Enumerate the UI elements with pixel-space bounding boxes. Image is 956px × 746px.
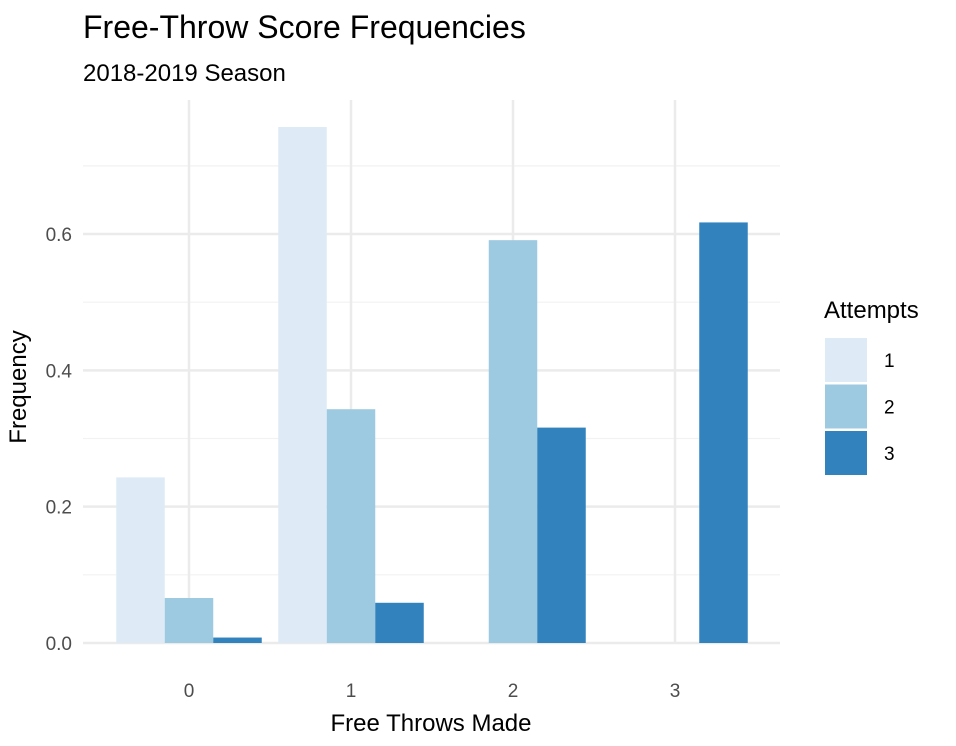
bar: [326, 409, 376, 643]
bar: [213, 637, 262, 643]
x-tick-label: 1: [346, 681, 357, 702]
y-tick-labels: 0.0 0.2 0.4 0.6: [46, 225, 73, 655]
bar: [278, 127, 327, 643]
legend-title: Attempts: [824, 297, 919, 324]
bar: [375, 602, 424, 643]
y-tick-label: 0.2: [46, 498, 72, 519]
y-axis-title: Frequency: [5, 330, 32, 443]
legend-label: 2: [884, 398, 895, 419]
chart-subtitle: 2018-2019 Season: [83, 60, 286, 87]
x-axis-title: Free Throws Made: [331, 710, 532, 737]
gridlines: [83, 100, 780, 645]
legend-swatch: [825, 431, 867, 475]
bar: [699, 222, 748, 643]
x-tick-label: 0: [184, 681, 195, 702]
bar: [488, 240, 538, 643]
legend-swatch: [825, 338, 867, 382]
bar: [537, 427, 586, 643]
y-tick-label: 0.0: [46, 634, 72, 655]
bar: [164, 598, 214, 643]
bar: [116, 477, 165, 643]
chart-title: Free-Throw Score Frequencies: [83, 9, 526, 45]
x-tick-label: 3: [670, 681, 681, 702]
legend-swatch: [825, 384, 867, 429]
x-tick-labels: 0 1 2 3: [184, 681, 681, 702]
x-tick-label: 2: [508, 681, 519, 702]
bars: [116, 127, 748, 643]
legend-label: 3: [884, 444, 895, 465]
y-tick-label: 0.4: [46, 361, 73, 382]
y-tick-label: 0.6: [46, 225, 72, 246]
legend: Attempts 1 2 3: [824, 297, 919, 475]
legend-label: 1: [884, 351, 895, 372]
